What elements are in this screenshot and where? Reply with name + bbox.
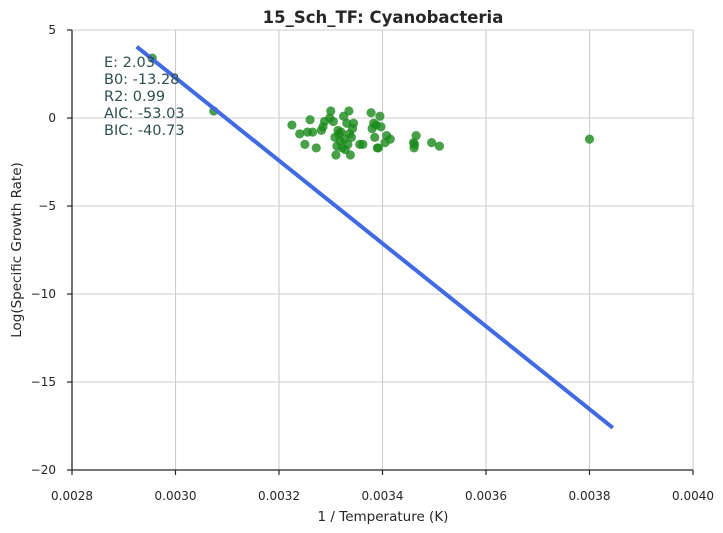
y-tick-label: −10: [31, 287, 56, 301]
data-point: [336, 127, 346, 137]
data-point: [375, 111, 385, 121]
data-point: [345, 150, 356, 160]
x-tick-label: 0.0036: [465, 489, 507, 503]
data-point: [346, 132, 357, 142]
data-point: [331, 150, 341, 160]
data-point: [287, 120, 297, 130]
data-point: [385, 134, 395, 144]
fit-line-layer: [135, 45, 615, 430]
data-point: [311, 143, 321, 153]
y-tick-label: −20: [31, 463, 56, 477]
x-tick-label: 0.0032: [258, 489, 300, 503]
x-tick-label: 0.0040: [672, 489, 714, 503]
data-point: [343, 139, 353, 149]
data-point: [427, 138, 437, 148]
data-point: [305, 115, 315, 125]
fit-stat-text: E: 2.03: [104, 55, 155, 71]
data-point: [411, 131, 421, 141]
y-tick-label: −15: [31, 375, 56, 389]
data-point: [358, 139, 368, 149]
grid: [72, 29, 694, 470]
data-point: [344, 106, 354, 116]
data-point: [373, 143, 383, 153]
x-tick-label: 0.0030: [155, 489, 197, 503]
chart-title: 15_Sch_TF: Cyanobacteria: [263, 8, 504, 27]
data-point: [584, 134, 595, 144]
data-point: [328, 116, 338, 127]
fit-line: [135, 45, 615, 430]
data-point: [300, 139, 310, 149]
data-point: [370, 132, 380, 142]
data-point: [295, 129, 305, 139]
fit-stat-text: B0: -13.28: [104, 72, 179, 88]
data-point: [434, 141, 445, 151]
fit-stat-text: R2: 0.99: [104, 89, 165, 105]
y-tick-label: 5: [48, 23, 56, 37]
y-tick-label: 0: [48, 111, 56, 125]
fit-stat-text: AIC: -53.03: [104, 106, 185, 122]
data-point: [348, 118, 359, 128]
y-axis-label: Log(Specific Growth Rate): [9, 162, 25, 338]
data-point: [409, 139, 420, 149]
x-tick-label: 0.0038: [569, 489, 611, 503]
x-tick-label: 0.0028: [51, 489, 93, 503]
data-point: [308, 127, 318, 137]
x-axis-label: 1 / Temperature (K): [318, 509, 449, 525]
data-point: [326, 106, 336, 116]
x-tick-label: 0.0034: [362, 489, 404, 503]
data-point: [366, 108, 376, 118]
fit-stat-text: BIC: -40.73: [104, 123, 185, 139]
data-point: [376, 122, 386, 132]
y-tick-label: −5: [38, 199, 56, 213]
tick-labels: 0.0028 0.0030 0.0032 0.0034 0.0036 0.0038 0.00…: [31, 23, 714, 503]
